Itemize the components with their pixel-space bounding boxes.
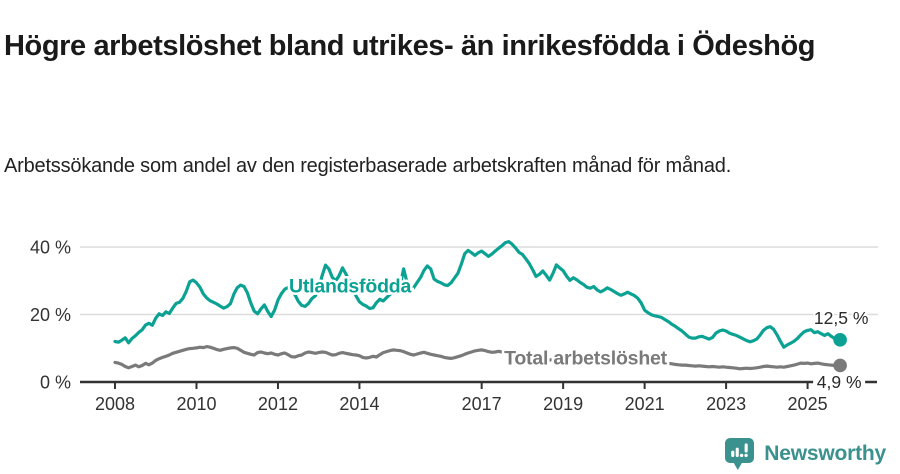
- series-end-dot: [833, 333, 847, 347]
- x-axis-label: 2021: [625, 394, 665, 414]
- x-axis-label: 2025: [788, 394, 828, 414]
- series-end-dot: [833, 358, 847, 373]
- line-chart: 0 % 20 % 40 % 2008 2010 2012 2014 2017 2019 2021 2…: [0, 222, 900, 422]
- chart-subtitle: Arbetssökande som andel av den registerb…: [4, 155, 732, 177]
- x-axis-label: 2010: [176, 394, 216, 414]
- end-value-label: 4,9 %: [817, 372, 862, 392]
- newsworthy-logo[interactable]: Newsworthy: [724, 437, 886, 471]
- series-line-total-arbetsl-shet: [113, 344, 840, 371]
- series-label: Total arbetslöshet: [504, 347, 668, 369]
- page-title: Högre arbetslöshet bland utrikes- än inr…: [4, 30, 816, 63]
- series-label: Utlandsfödda: [289, 275, 412, 297]
- x-axis-label: 2008: [95, 394, 135, 414]
- x-axis-label: 2023: [706, 394, 746, 414]
- x-axis-label: 2014: [339, 394, 379, 414]
- brand-name: Newsworthy: [764, 442, 886, 465]
- series-line-utlandsf-dda: [113, 240, 840, 349]
- x-axis-label: 2019: [543, 394, 583, 414]
- bar-chart-speech-bubble-icon: [725, 438, 755, 470]
- end-label-backdrop: [813, 373, 866, 392]
- end-value-label: 12,5 %: [814, 308, 868, 328]
- chart-canvas: 0 % 20 % 40 % 2008 2010 2012 2014 2017 2019 2021 2…: [30, 238, 878, 414]
- x-axis-label: 2012: [258, 394, 298, 414]
- y-axis-label: 20 %: [30, 305, 71, 325]
- y-axis-label: 0 %: [40, 373, 71, 393]
- y-axis-label: 40 %: [30, 238, 71, 258]
- x-axis-label: 2017: [462, 394, 502, 414]
